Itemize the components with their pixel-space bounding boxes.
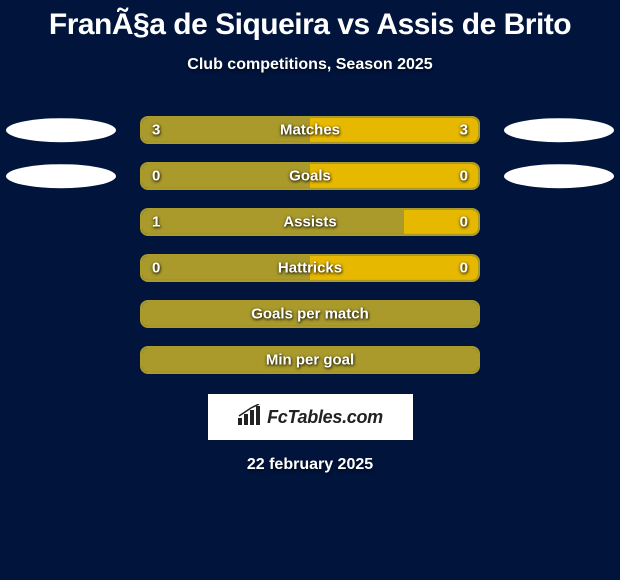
date-label: 22 february 2025	[0, 456, 620, 474]
player2-value: 0	[460, 167, 468, 184]
stat-label: Goals	[289, 167, 331, 184]
player1-ellipse	[6, 118, 116, 142]
stat-row: Matches 3 3	[0, 112, 620, 158]
player2-ellipse	[504, 118, 614, 142]
page-subtitle: Club competitions, Season 2025	[0, 56, 620, 74]
stat-label: Matches	[280, 121, 340, 138]
player2-value: 0	[460, 213, 468, 230]
stat-bar: Goals per match	[140, 300, 480, 328]
player1-value: 0	[152, 167, 160, 184]
stat-bar: Assists 1 0	[140, 208, 480, 236]
player1-value: 3	[152, 121, 160, 138]
player1-bar	[142, 210, 404, 234]
chart-logo-icon	[237, 404, 263, 431]
stat-bar: Goals 0 0	[140, 162, 480, 190]
player1-value: 0	[152, 259, 160, 276]
stat-bar: Matches 3 3	[140, 116, 480, 144]
stat-label: Assists	[283, 213, 336, 230]
logo-text: FcTables.com	[267, 407, 383, 428]
stat-label: Min per goal	[266, 351, 354, 368]
stat-label: Hattricks	[278, 259, 342, 276]
stat-row: Hattricks 0 0	[0, 250, 620, 296]
stat-row: Goals per match	[0, 296, 620, 342]
logo-box: FcTables.com	[208, 394, 413, 440]
stat-row: Assists 1 0	[0, 204, 620, 250]
stat-row: Min per goal	[0, 342, 620, 388]
stat-bar: Min per goal	[140, 346, 480, 374]
player2-value: 3	[460, 121, 468, 138]
player1-bar	[142, 164, 310, 188]
player2-ellipse	[504, 164, 614, 188]
stat-label: Goals per match	[251, 305, 369, 322]
player2-value: 0	[460, 259, 468, 276]
comparison-chart: Matches33Goals00Assists10Hattricks00Goal…	[0, 112, 620, 388]
stat-bar: Hattricks 0 0	[140, 254, 480, 282]
page-title: FranÃ§a de Siqueira vs Assis de Brito	[0, 0, 620, 42]
stat-row: Goals 0 0	[0, 158, 620, 204]
player1-value: 1	[152, 213, 160, 230]
player2-bar	[310, 164, 478, 188]
player1-ellipse	[6, 164, 116, 188]
